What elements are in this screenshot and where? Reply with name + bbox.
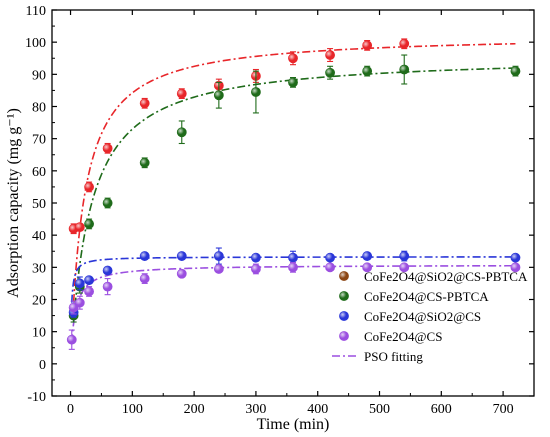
data-point — [176, 88, 187, 99]
legend-label: CoFe2O4@SiO2@CS-PBTCA — [364, 269, 528, 284]
y-tick-label: 20 — [32, 294, 46, 309]
x-tick-label: 700 — [493, 402, 514, 417]
legend-marker — [339, 271, 349, 281]
data-point — [213, 264, 224, 274]
legend-marker — [339, 311, 349, 321]
y-tick-label: 40 — [32, 229, 46, 244]
data-point — [74, 278, 85, 289]
y-tick-label: 50 — [32, 197, 46, 212]
data-point — [102, 198, 113, 208]
x-tick-label: 500 — [369, 402, 390, 417]
data-point — [325, 252, 335, 263]
x-tick-label: 300 — [245, 402, 266, 417]
y-tick-label: 10 — [32, 326, 46, 341]
data-point — [325, 67, 335, 78]
data-point — [213, 90, 224, 101]
data-point — [139, 98, 150, 109]
data-point — [176, 251, 187, 261]
data-point — [74, 222, 85, 233]
data-point — [66, 334, 77, 345]
data-point — [510, 252, 521, 263]
data-point — [176, 127, 187, 138]
data-point — [102, 281, 113, 292]
data-point — [325, 262, 335, 273]
y-tick-label: 30 — [32, 261, 46, 276]
data-point — [362, 66, 373, 77]
x-tick-label: 0 — [67, 402, 74, 417]
pso-fit-curve — [70, 264, 516, 343]
legend-label: CoFe2O4@CS-PBTCA — [364, 289, 489, 304]
data-point — [251, 87, 261, 97]
data-point — [288, 53, 298, 64]
legend: CoFe2O4@SiO2@CS-PBTCA CoFe2O4@CS-PBTCA CoF… — [332, 269, 528, 364]
y-tick-label: 90 — [32, 68, 46, 83]
legend-label: PSO fitting — [364, 349, 423, 364]
y-tick-label: 110 — [26, 4, 46, 19]
data-point — [139, 157, 150, 168]
data-point — [84, 182, 94, 192]
legend-marker — [339, 291, 349, 301]
data-point — [510, 66, 521, 77]
y-tick-label: 70 — [32, 133, 46, 148]
y-tick-label: 80 — [32, 101, 46, 116]
data-point — [102, 143, 113, 154]
data-point — [325, 50, 335, 60]
data-point — [251, 264, 261, 274]
data-point — [362, 40, 373, 51]
y-tick-label: -10 — [27, 390, 46, 405]
y-tick-label: 0 — [39, 358, 46, 373]
data-points — [66, 38, 521, 350]
legend-marker — [339, 331, 349, 341]
x-tick-label: 200 — [184, 402, 205, 417]
y-tick-label: 100 — [25, 36, 46, 51]
data-point — [102, 265, 113, 276]
x-tick-label: 100 — [122, 402, 143, 417]
data-point — [74, 297, 85, 308]
data-point — [399, 64, 410, 75]
y-tick-label: 60 — [32, 165, 46, 180]
legend-label: CoFe2O4@SiO2@CS — [364, 309, 481, 324]
data-point — [251, 252, 261, 263]
data-point — [288, 252, 298, 263]
data-point — [362, 262, 373, 273]
pso-fit-curve — [70, 256, 516, 303]
data-point — [176, 268, 187, 279]
data-point — [362, 251, 373, 261]
x-tick-label: 600 — [431, 402, 452, 417]
data-point — [288, 262, 298, 273]
data-point — [399, 38, 410, 49]
data-point — [399, 262, 410, 273]
x-tick-label: 400 — [307, 402, 328, 417]
data-point — [213, 251, 224, 261]
data-point — [399, 251, 410, 261]
data-point — [84, 219, 94, 229]
data-point — [288, 77, 298, 88]
legend-label: CoFe2O4@CS — [364, 329, 442, 344]
y-axis-title: Adsorption capacity (mg g⁻¹) — [5, 108, 22, 298]
x-axis-title: Time (min) — [257, 416, 330, 433]
data-point — [84, 275, 94, 286]
data-point — [84, 286, 94, 297]
data-point — [139, 251, 150, 261]
data-point — [139, 273, 150, 284]
pso-fit-curve — [72, 67, 516, 322]
data-point — [510, 262, 521, 273]
axis-ticks: 0 100 200 300 400 500 600 700 -10 0 10 20 30 40 50 60 70… — [25, 4, 534, 417]
